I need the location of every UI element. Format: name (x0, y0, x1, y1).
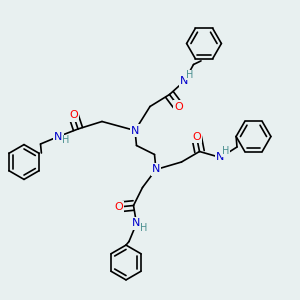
Text: N: N (54, 131, 63, 142)
Text: O: O (114, 202, 123, 212)
Text: O: O (69, 110, 78, 121)
Text: O: O (174, 101, 183, 112)
Text: N: N (180, 76, 189, 86)
Text: H: H (186, 70, 194, 80)
Text: N: N (131, 125, 139, 136)
Text: H: H (140, 223, 148, 233)
Text: N: N (132, 218, 141, 229)
Text: N: N (216, 152, 225, 163)
Text: O: O (192, 131, 201, 142)
Text: N: N (152, 164, 160, 175)
Text: H: H (62, 135, 70, 145)
Text: H: H (222, 146, 230, 157)
